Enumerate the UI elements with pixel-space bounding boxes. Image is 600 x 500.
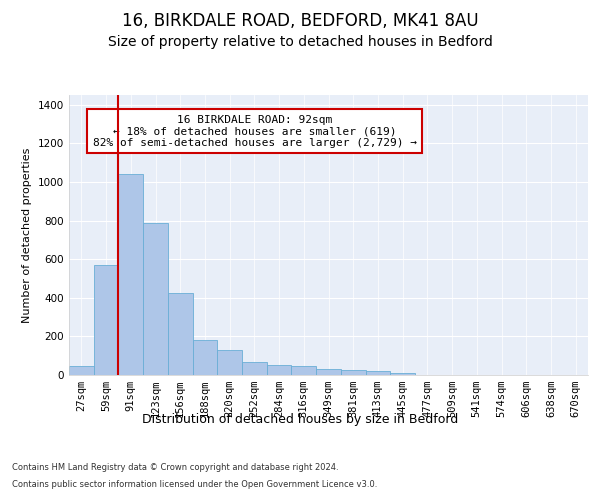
Text: Distribution of detached houses by size in Bedford: Distribution of detached houses by size … — [142, 412, 458, 426]
Text: 16 BIRKDALE ROAD: 92sqm
← 18% of detached houses are smaller (619)
82% of semi-d: 16 BIRKDALE ROAD: 92sqm ← 18% of detache… — [92, 114, 416, 148]
Bar — [292, 366, 316, 375]
Bar — [118, 174, 143, 375]
Bar — [390, 372, 415, 375]
Text: Contains public sector information licensed under the Open Government Licence v3: Contains public sector information licen… — [12, 480, 377, 489]
Bar — [341, 370, 365, 375]
Y-axis label: Number of detached properties: Number of detached properties — [22, 148, 32, 322]
Bar — [168, 293, 193, 375]
Bar — [217, 350, 242, 375]
Bar — [365, 371, 390, 375]
Bar — [316, 369, 341, 375]
Text: Contains HM Land Registry data © Crown copyright and database right 2024.: Contains HM Land Registry data © Crown c… — [12, 464, 338, 472]
Bar — [267, 366, 292, 375]
Text: 16, BIRKDALE ROAD, BEDFORD, MK41 8AU: 16, BIRKDALE ROAD, BEDFORD, MK41 8AU — [122, 12, 478, 30]
Bar — [69, 366, 94, 375]
Text: Size of property relative to detached houses in Bedford: Size of property relative to detached ho… — [107, 35, 493, 49]
Bar — [242, 362, 267, 375]
Bar — [94, 265, 118, 375]
Bar — [143, 224, 168, 375]
Bar — [193, 340, 217, 375]
